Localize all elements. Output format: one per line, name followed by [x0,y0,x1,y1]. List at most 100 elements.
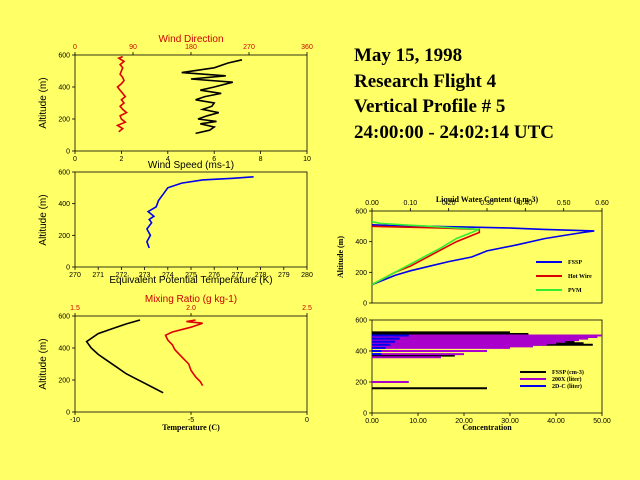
theta-plot-frame [74,171,308,268]
x-tick-label: 0.00 [365,200,379,207]
temp-chart: Mixing Ratio (g kg-1) Temperature (C) Al… [38,294,312,432]
legend-label: PVM [568,288,582,294]
x-tick-label: 274 [162,272,174,279]
x-tick-label: 6 [212,156,216,163]
wind-direction-series [115,55,129,133]
x-tick-label: 270 [243,44,255,51]
x-tick-label: 0 [73,44,77,51]
legend-label: 2D-C (liter) [552,383,582,390]
legend-label: FSSP (cm-3) [552,369,584,376]
x-tick-label: 0.00 [365,418,379,425]
temperature-series [85,319,164,394]
theta-chart: Equivalent Potential Temperature (K) Alt… [38,170,313,287]
mixing-ratio-series [164,319,204,386]
x-tick-label: 360 [301,44,313,51]
x-tick-label: 8 [259,156,263,163]
header-profile: Vertical Profile # 5 [354,96,505,117]
y-tick-label: 200 [58,117,70,124]
y-tick-label: 0 [66,149,70,156]
conc-plot-frame [371,319,603,414]
x-tick-label: 4 [166,156,170,163]
wind-speed-series [181,59,243,135]
y-tick-label: 200 [355,380,367,387]
y-tick-label: 200 [58,378,70,385]
x-tick-label: 272 [116,272,128,279]
theta-ticks: 0 200 400 600 270 271 272 273 274 275 276 277 278 279… [58,170,313,280]
conc-ticks: 0 200 400 600 0.00 10.00 20.00 30.00 40.00 50.00 [355,318,611,426]
wind-ylabel: Altitude (m) [38,77,49,128]
x-tick-label: 0 [305,417,309,424]
x-tick-label: 10.00 [409,418,427,425]
x-tick-label: -10 [70,417,80,424]
x-tick-label: 0.10 [404,200,418,207]
x-tick-label: 0.30 [480,200,494,207]
x-tick-label: 0.40 [519,200,533,207]
x-tick-label: 20.00 [455,418,473,425]
x-tick-label: 0.50 [557,200,571,207]
y-tick-label: 200 [355,270,367,277]
wind-chart: Wind Direction Wind Speed (ms-1) Altitud… [38,34,313,171]
wind-lines [115,55,243,135]
y-tick-label: 600 [58,314,70,321]
theta-xlabel: Equivalent Potential Temperature (K) [109,275,272,286]
temp-xlabel: Temperature (C) [162,423,220,432]
lwc-ticks: 0 200 400 600 0.00 0.10 0.20 0.30 0.40 0.50 0.60 [355,200,609,308]
y-tick-label: 400 [58,85,70,92]
x-tick-label: 1.5 [70,305,80,312]
header-time: 24:00:00 - 24:02:14 UTC [354,122,554,143]
y-tick-label: 400 [355,239,367,246]
y-tick-label: 600 [355,209,367,216]
y-tick-label: 0 [363,301,367,308]
x-tick-label: 90 [129,44,137,51]
legend-label: 200X (liter) [552,376,582,383]
header: May 15, 1998 Research Flight 4 Vertical … [354,45,554,143]
header-date: May 15, 1998 [354,45,462,66]
x-tick-label: 270 [69,272,81,279]
y-tick-label: 600 [355,318,367,325]
conc-lines [372,331,602,390]
temp-ylabel: Altitude (m) [38,338,49,389]
x-tick-label: 2.5 [302,305,312,312]
y-tick-label: 200 [58,233,70,240]
x-tick-label: -5 [188,417,194,424]
temp-title: Mixing Ratio (g kg-1) [145,294,237,305]
wind-plot-frame [74,54,308,152]
wind-xlabel: Wind Speed (ms-1) [148,160,234,171]
lwc-ylabel: Altitude (m) [336,236,345,278]
legend-label: FSSP [568,260,582,266]
conc-xlabel: Concentration [462,423,512,432]
y-tick-label: 400 [58,346,70,353]
theta-lines [145,176,254,249]
x-tick-label: 2 [119,156,123,163]
y-tick-label: 400 [355,349,367,356]
x-tick-label: 280 [301,272,313,279]
x-tick-label: 273 [139,272,151,279]
temp-lines [85,319,204,394]
legend-label: Hot Wire [568,274,592,280]
header-flight: Research Flight 4 [354,71,497,92]
wind-title: Wind Direction [158,34,223,45]
y-tick-label: 600 [58,170,70,177]
x-tick-label: 30.00 [501,418,519,425]
lwc-lines [371,220,595,286]
y-tick-label: 0 [363,411,367,418]
y-tick-label: 0 [66,410,70,417]
x-tick-label: 276 [208,272,220,279]
lwc-legend: FSSP Hot Wire PVM [536,260,592,294]
lwc-series-fssp [371,224,595,286]
theta-e-series [145,176,254,249]
x-tick-label: 0.20 [442,200,456,207]
lwc-title: Liquid Water Content (g m-3) [436,195,539,204]
y-tick-label: 400 [58,201,70,208]
x-tick-label: 50.00 [593,418,611,425]
lwc-series-pvm [371,220,480,286]
x-tick-label: 275 [185,272,197,279]
lwc-chart: Liquid Water Content (g m-3) Altitude (m… [336,195,609,308]
x-tick-label: 2.0 [186,305,196,312]
x-tick-label: 10 [303,156,311,163]
conc-legend: FSSP (cm-3)200X (liter)2D-C (liter) [520,369,584,390]
theta-ylabel: Altitude (m) [38,194,49,245]
x-tick-label: 0 [73,156,77,163]
